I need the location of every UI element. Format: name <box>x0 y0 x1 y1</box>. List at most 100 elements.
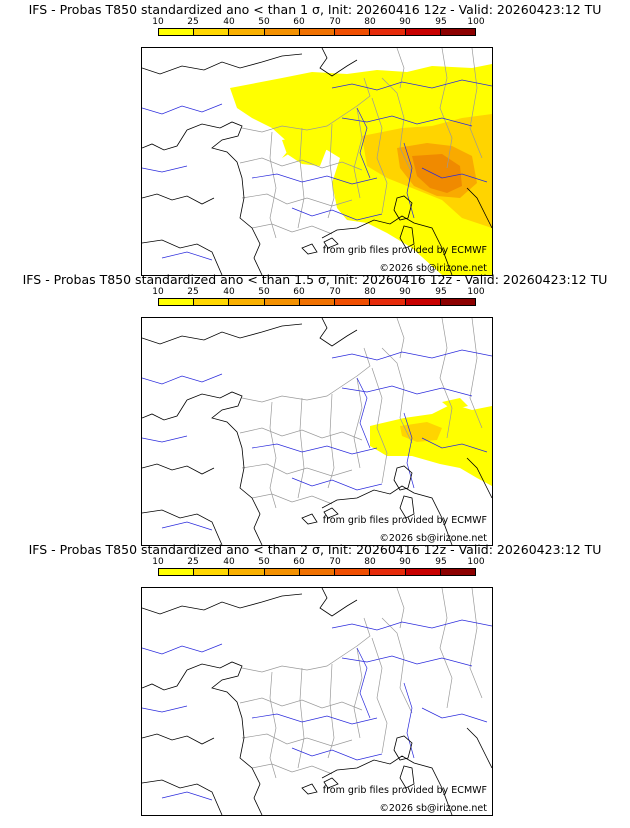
map-geography <box>142 588 492 815</box>
admin-border <box>269 401 277 509</box>
admin-border <box>439 318 453 439</box>
map-canvas <box>142 318 492 545</box>
coastline <box>319 588 358 617</box>
source-credit: from grib files provided by ECMWF <box>322 245 487 256</box>
panel-title: IFS - Probas T850 standardized ano < tha… <box>28 2 602 17</box>
colorbar-tick-label: 90 <box>399 287 411 297</box>
admin-border <box>469 318 483 429</box>
coastline <box>142 509 223 545</box>
colorbar-swatch <box>194 569 230 575</box>
river <box>341 115 473 127</box>
river <box>421 437 488 453</box>
coastline <box>301 243 318 255</box>
river <box>403 142 415 219</box>
colorbar-swatch <box>299 29 336 35</box>
map-panel-1-5sigma: IFS - Probas T850 standardized ano < tha… <box>0 270 630 546</box>
river <box>403 682 415 759</box>
admin-border <box>251 223 333 235</box>
admin-border <box>269 671 277 779</box>
colorbar-tick-label: 40 <box>223 17 235 27</box>
river <box>161 521 213 531</box>
probability-colorbar: 10 25 40 50 60 70 80 90 95 100 <box>152 557 485 577</box>
river <box>142 373 223 385</box>
coastline <box>186 391 263 545</box>
probability-map: from grib files provided by ECMWF ©2026 … <box>141 587 493 816</box>
coastline <box>186 121 263 275</box>
admin-border <box>241 733 353 747</box>
colorbar-swatch <box>299 569 336 575</box>
river <box>161 791 213 801</box>
colorbar-swatch <box>299 299 336 305</box>
admin-border <box>241 193 353 207</box>
colorbar-tick-labels: 10 25 40 50 60 70 80 90 95 100 <box>152 287 484 297</box>
coastline <box>142 129 188 151</box>
colorbar-tick-label: 10 <box>152 557 164 567</box>
colorbar-swatch <box>405 569 441 575</box>
colorbar-swatch <box>194 29 230 35</box>
admin-border <box>353 647 363 739</box>
colorbar-tick-label: 25 <box>187 17 199 27</box>
coastline <box>393 735 413 761</box>
colorbar-swatch <box>335 569 371 575</box>
admin-border <box>396 48 405 89</box>
admin-border <box>371 367 388 484</box>
admin-border <box>439 48 453 169</box>
river <box>251 173 378 185</box>
panel-title: IFS - Probas T850 standardized ano < tha… <box>22 272 608 287</box>
colorbar-tick-label: 40 <box>223 287 235 297</box>
coastline <box>319 318 358 347</box>
admin-border <box>297 397 305 499</box>
colorbar-swatch <box>335 299 371 305</box>
coastline <box>323 777 339 789</box>
admin-border <box>269 131 277 239</box>
coastline <box>466 727 492 769</box>
coastline <box>142 239 223 275</box>
river <box>331 349 492 361</box>
map-canvas <box>142 588 492 815</box>
admin-border <box>239 157 363 171</box>
colorbar-swatch <box>229 299 265 305</box>
river <box>142 103 223 115</box>
colorbar-swatch <box>370 29 406 35</box>
coastline <box>301 513 318 525</box>
colorbar-tick-label: 25 <box>187 287 199 297</box>
colorbar-swatch <box>335 29 371 35</box>
coastline <box>393 465 413 491</box>
admin-border <box>327 123 335 219</box>
map-panel-1sigma: IFS - Probas T850 standardized ano < tha… <box>0 0 630 276</box>
admin-border <box>241 617 371 673</box>
admin-border <box>327 663 335 759</box>
colorbar-swatch <box>159 299 195 305</box>
admin-border <box>381 617 413 714</box>
coastline <box>319 48 358 77</box>
colorbar-swatch <box>440 299 475 305</box>
colorbar-tick-label: 80 <box>364 287 376 297</box>
colorbar-tick-label: 95 <box>435 17 447 27</box>
river <box>356 377 371 449</box>
river <box>291 747 383 761</box>
colorbar-tick-label: 50 <box>258 557 270 567</box>
coastline <box>321 215 453 275</box>
colorbar-tick-label: 80 <box>364 557 376 567</box>
probability-map: from grib files provided by ECMWF ©2026 … <box>141 47 493 276</box>
admin-border <box>239 427 363 441</box>
river <box>251 443 378 455</box>
colorbar-tick-label: 60 <box>293 557 305 567</box>
colorbar-swatch <box>370 569 406 575</box>
river <box>331 619 492 631</box>
colorbar-swatches <box>158 28 476 36</box>
admin-border <box>381 347 413 444</box>
admin-border <box>327 393 335 489</box>
river <box>403 412 415 489</box>
panel-title: IFS - Probas T850 standardized ano < tha… <box>28 542 602 557</box>
probability-shading <box>370 398 492 486</box>
river <box>161 251 213 261</box>
river <box>291 207 383 221</box>
admin-border <box>439 588 453 709</box>
coastline <box>466 187 492 229</box>
map-geography <box>142 318 492 545</box>
admin-border <box>241 77 371 133</box>
river <box>356 647 371 719</box>
coastline <box>142 779 223 815</box>
colorbar-tick-label: 70 <box>329 17 341 27</box>
